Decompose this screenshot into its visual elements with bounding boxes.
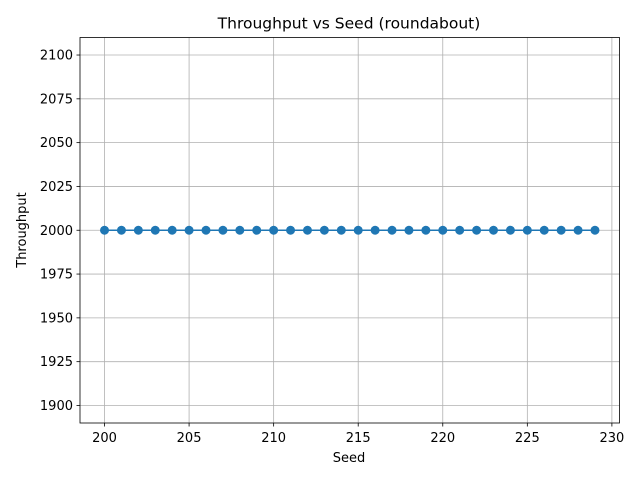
data-point [269,225,279,235]
data-point [286,225,296,235]
data-point [438,225,448,235]
y-tick-label: 1900 [40,399,73,414]
data-point [252,225,262,235]
x-tick-label: 205 [177,431,202,446]
data-point [505,225,515,235]
data-point [404,225,414,235]
data-point [522,225,532,235]
data-point [235,225,245,235]
data-point [201,225,211,235]
data-point [302,225,312,235]
y-tick-label: 1950 [40,311,73,326]
y-tick-label: 1925 [40,355,73,370]
data-point [353,225,363,235]
x-tick-label: 220 [430,431,455,446]
data-point [539,225,549,235]
x-tick-label: 200 [92,431,117,446]
data-point [150,225,160,235]
data-point [573,225,583,235]
y-tick-label: 2075 [40,92,73,107]
data-point [455,225,465,235]
data-point [184,225,194,235]
y-tick-label: 2025 [40,180,73,195]
y-tick-label: 1975 [40,268,73,283]
y-tick-label: 2100 [40,49,73,64]
data-point [100,225,110,235]
y-tick-label: 2000 [40,224,73,239]
x-tick-label: 230 [599,431,624,446]
chart-title: Throughput vs Seed (roundabout) [217,15,481,33]
data-point [556,225,566,235]
y-axis-title: Throughput [15,192,30,269]
x-tick-label: 215 [346,431,371,446]
axis-ticks: 200 205 210 215 220 225 230 1900 1925 1950 1975 200… [40,49,624,446]
data-point [133,225,143,235]
data-point [336,225,346,235]
x-tick-label: 210 [261,431,286,446]
data-point [167,225,177,235]
series-layer [100,225,600,235]
data-point [319,225,329,235]
data-point [116,225,126,235]
data-point [421,225,431,235]
data-point [370,225,380,235]
data-point [590,225,600,235]
data-point [489,225,499,235]
data-point [218,225,228,235]
x-tick-label: 225 [515,431,540,446]
data-point [387,225,397,235]
x-axis-title: Seed [333,451,366,466]
y-tick-label: 2050 [40,136,73,151]
data-point [472,225,482,235]
